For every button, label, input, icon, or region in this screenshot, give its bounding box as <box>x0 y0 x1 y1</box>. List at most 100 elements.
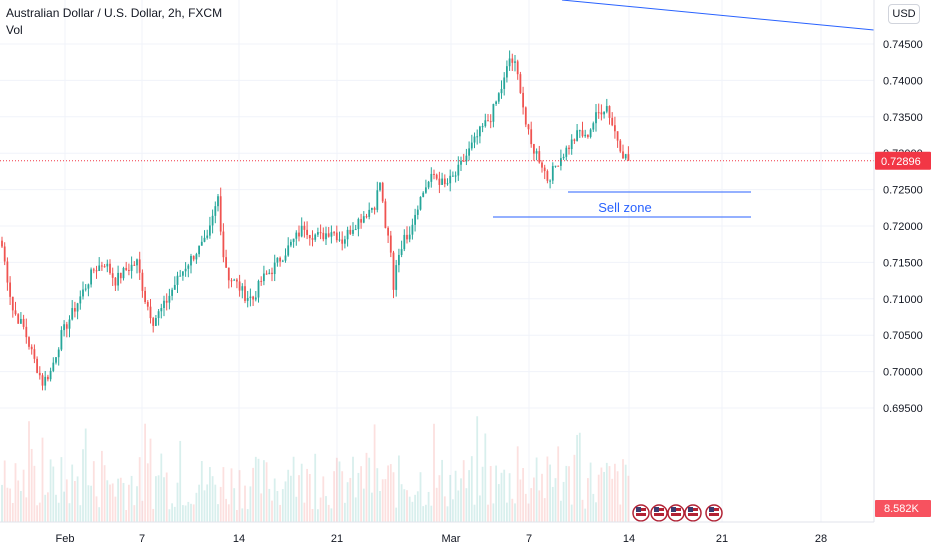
volume-bar <box>538 490 541 522</box>
volume-bar <box>244 485 246 522</box>
volume-bar <box>84 428 87 522</box>
candle-body <box>214 206 217 216</box>
volume-bar <box>106 480 109 522</box>
volume-bar <box>608 466 611 522</box>
candle-body <box>365 216 368 218</box>
candle-body <box>627 154 630 161</box>
candle-body <box>55 357 57 363</box>
volume-bar <box>568 466 570 522</box>
volume-bar <box>389 464 392 522</box>
volume-bar <box>411 501 414 522</box>
symbol-title[interactable]: Australian Dollar / U.S. Dollar, 2h, FXC… <box>6 6 223 20</box>
volume-bar <box>462 460 465 522</box>
volume-bar <box>376 468 379 522</box>
price-tick-label: 0.74500 <box>883 39 923 51</box>
candle-body <box>101 265 103 267</box>
last-price-badge[interactable] <box>875 151 931 170</box>
candle-body <box>38 372 41 376</box>
volume-bar <box>325 496 327 522</box>
volume-bar <box>136 486 138 522</box>
volume-bar <box>25 497 28 522</box>
volume-bar <box>103 465 106 522</box>
chart-legend: Australian Dollar / U.S. Dollar, 2h, FXC… <box>6 5 222 39</box>
time-tick-label: 21 <box>331 533 343 545</box>
volume-bar <box>3 460 6 522</box>
candle-body <box>303 225 306 230</box>
annotations[interactable]: Sell zone <box>0 0 875 522</box>
candle-body <box>554 165 557 167</box>
volume-bar <box>557 446 560 522</box>
volume-bar <box>570 504 573 522</box>
volume-bar <box>433 423 435 522</box>
time-tick-label: 21 <box>716 533 728 545</box>
volume-bar <box>365 452 368 522</box>
currency-button[interactable]: USD <box>888 4 920 24</box>
price-tick-label: 0.71000 <box>883 294 923 306</box>
candle-body <box>425 187 427 193</box>
volume-bar <box>249 486 252 522</box>
volume-bar <box>311 509 314 522</box>
volume-bar <box>306 468 308 522</box>
candle-body <box>71 308 74 320</box>
candle-body <box>341 239 344 244</box>
candle-body <box>163 300 165 309</box>
volume-bar <box>425 504 427 522</box>
volume-bar <box>281 489 284 522</box>
volume-bar <box>222 467 225 522</box>
volume-bar <box>101 450 103 522</box>
candle-body <box>103 266 106 268</box>
candle-body <box>497 93 500 102</box>
time-tick-label: 7 <box>139 533 145 545</box>
time-tick-label: Mar <box>442 533 461 545</box>
volume-bar <box>6 487 9 522</box>
candle-body <box>114 277 117 286</box>
candle-body <box>495 101 497 105</box>
volume-bar <box>554 478 557 522</box>
volume-bar <box>495 465 497 522</box>
candle-body <box>587 134 589 137</box>
volume-bar <box>595 502 597 522</box>
volume-bar <box>144 423 146 522</box>
candle-body <box>454 175 457 177</box>
volume-bar <box>252 467 254 522</box>
volume-bar <box>203 490 206 522</box>
candle-body <box>462 160 465 162</box>
volume-bar <box>446 506 449 522</box>
volume-bar <box>14 463 17 522</box>
candle-body <box>543 167 546 172</box>
candle-body <box>400 249 403 255</box>
volume-bar <box>546 456 549 522</box>
candle-body <box>295 232 298 239</box>
volume-bar <box>503 469 506 522</box>
volume-bar <box>279 504 281 522</box>
volume-bar <box>141 500 144 522</box>
volume-bar <box>600 467 603 522</box>
candle-body <box>173 284 176 290</box>
volume-bar <box>452 499 454 522</box>
volume-bar <box>130 475 133 522</box>
candle-body <box>368 209 371 217</box>
volume-bar <box>165 472 168 522</box>
candle-body <box>349 229 352 234</box>
volume-bar <box>138 457 141 522</box>
volume-indicator-label[interactable]: Vol <box>6 23 23 37</box>
candle-body <box>389 235 392 253</box>
volume-bar <box>79 505 82 522</box>
candle-body <box>149 306 152 319</box>
volume-bar <box>171 503 173 522</box>
time-tick-label: Feb <box>56 533 75 545</box>
candle-body <box>387 227 389 236</box>
candle-body <box>333 232 335 234</box>
volume-badge[interactable] <box>875 500 931 517</box>
trend-line[interactable] <box>561 0 875 31</box>
price-tick-label: 0.72500 <box>883 185 923 197</box>
candle-body <box>206 235 209 238</box>
volume-bar <box>576 434 578 522</box>
sell-zone-label[interactable]: Sell zone <box>598 200 651 215</box>
volume-bar <box>627 475 630 522</box>
volume-bar <box>430 505 433 522</box>
candle-body <box>592 123 595 130</box>
volume-bar <box>295 496 298 522</box>
